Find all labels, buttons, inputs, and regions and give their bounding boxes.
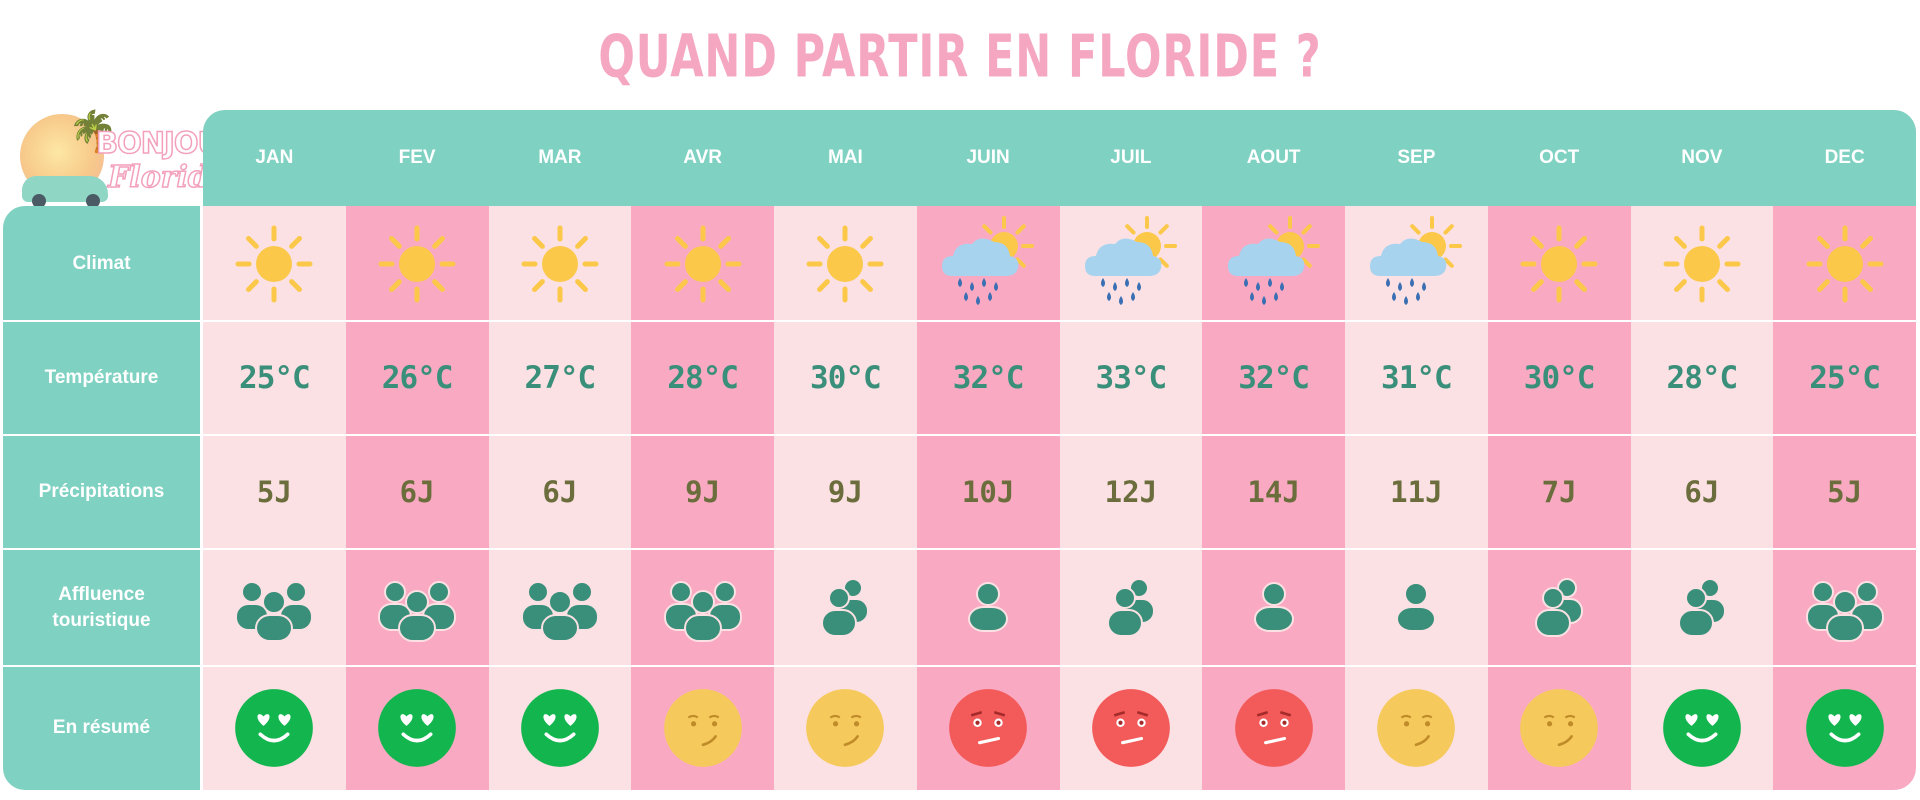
- row-label-band: [3, 206, 200, 790]
- sun-icon: [1631, 206, 1774, 321]
- meh-yellow-face-icon: [1345, 666, 1488, 790]
- row-label-crowd: Affluence touristique: [3, 549, 200, 666]
- row-label-climate: Climat: [72, 252, 131, 274]
- sun-icon: [489, 206, 632, 321]
- month-header-aout: AOUT: [1246, 147, 1301, 168]
- worried-red-face-icon: [1060, 666, 1203, 790]
- temperature-value: 33°C: [1095, 360, 1168, 396]
- month-header-jan: JAN: [255, 147, 294, 168]
- precipitation-value: 6J: [399, 475, 435, 509]
- precipitation-value: 5J: [256, 475, 292, 509]
- temperature-value: 30°C: [810, 360, 882, 396]
- month-header-sep: SEP: [1397, 147, 1436, 168]
- love-green-face-icon: [346, 666, 489, 790]
- temperature-value: 25°C: [239, 360, 311, 396]
- car-wheel-icon: [86, 194, 100, 208]
- sun-icon: [774, 206, 917, 321]
- precipitation-value: 11J: [1390, 475, 1443, 509]
- meh-yellow-face-icon: [1488, 666, 1631, 790]
- precipitation-value: 7J: [1541, 475, 1577, 509]
- row-label-crowd-line1: Affluence: [58, 583, 145, 605]
- row-label-precipitation: Précipitations: [38, 481, 165, 502]
- row-divider: [3, 665, 1916, 667]
- temperature-value: 31°C: [1381, 360, 1453, 396]
- sun-icon: [631, 206, 774, 321]
- crowd-icon: [1345, 549, 1488, 666]
- bonjour-floride-logo: 🌴 BONJOUR Floride: [8, 110, 243, 210]
- month-header-dec: DEC: [1824, 147, 1865, 168]
- sun-icon: [1773, 206, 1916, 321]
- love-green-face-icon: [1773, 666, 1916, 790]
- love-green-face-icon: [489, 666, 632, 790]
- row-label-crowd-line2: touristique: [52, 609, 151, 631]
- crowd-icon: [346, 549, 489, 666]
- meh-yellow-face-icon: [774, 666, 917, 790]
- rain-cloud-icon: [1202, 206, 1345, 321]
- row-divider: [3, 548, 1916, 550]
- precipitation-value: 6J: [542, 475, 578, 509]
- month-header-mai: MAI: [827, 147, 863, 168]
- temperature-value: 26°C: [381, 360, 454, 396]
- temperature-value: 25°C: [1809, 360, 1881, 396]
- crowd-icon: [774, 549, 917, 666]
- meh-yellow-face-icon: [631, 666, 774, 790]
- month-header-avr: AVR: [683, 147, 722, 168]
- month-header-juil: JUIL: [1110, 147, 1152, 168]
- precipitation-value: 10J: [961, 475, 1015, 509]
- rain-cloud-icon: [917, 206, 1060, 321]
- crowd-icon: [1631, 549, 1774, 666]
- love-green-face-icon: [203, 666, 346, 790]
- precipitation-value: 6J: [1684, 475, 1720, 509]
- crowd-icon: [1202, 549, 1345, 666]
- crowd-icon: [1488, 549, 1631, 666]
- page-title: QUAND PARTIR EN FLORIDE ?: [598, 22, 1322, 91]
- precipitation-value: 5J: [1827, 475, 1863, 509]
- rain-cloud-icon: [1345, 206, 1488, 321]
- precipitation-value: 9J: [685, 475, 721, 509]
- month-header-nov: NOV: [1681, 147, 1723, 168]
- month-header-juin: JUIN: [966, 147, 1010, 168]
- temperature-value: 27°C: [524, 360, 597, 396]
- row-label-temperature: Température: [44, 367, 159, 388]
- crowd-icon: [1060, 549, 1203, 666]
- month-header-band: [203, 110, 1916, 206]
- worried-red-face-icon: [917, 666, 1060, 790]
- precipitation-value: 9J: [827, 475, 863, 509]
- month-header-fev: FEV: [398, 147, 436, 168]
- temperature-value: 30°C: [1523, 360, 1596, 396]
- crowd-icon: [203, 549, 346, 666]
- row-divider: [3, 434, 1916, 436]
- temperature-value: 32°C: [952, 360, 1025, 396]
- month-header-oct: OCT: [1539, 147, 1580, 168]
- sun-icon: [1488, 206, 1631, 321]
- sun-icon: [346, 206, 489, 321]
- crowd-icon: [1773, 549, 1916, 666]
- precipitation-value: 14J: [1247, 475, 1300, 509]
- worried-red-face-icon: [1202, 666, 1345, 790]
- crowd-icon: [489, 549, 632, 666]
- love-green-face-icon: [1631, 666, 1774, 790]
- temperature-value: 28°C: [667, 360, 739, 396]
- month-grid: [203, 206, 1916, 790]
- crowd-icon: [631, 549, 774, 666]
- rain-cloud-icon: [1060, 206, 1203, 321]
- crowd-icon: [917, 549, 1060, 666]
- temperature-value: 28°C: [1666, 360, 1739, 396]
- precipitation-value: 12J: [1104, 475, 1158, 509]
- temperature-value: 32°C: [1238, 360, 1310, 396]
- row-label-summary: En résumé: [52, 717, 151, 738]
- sun-icon: [203, 206, 346, 321]
- car-wheel-icon: [32, 194, 46, 208]
- row-divider: [3, 320, 1916, 322]
- palm-tree-icon: 🌴: [68, 110, 118, 154]
- month-header-mar: MAR: [538, 147, 582, 168]
